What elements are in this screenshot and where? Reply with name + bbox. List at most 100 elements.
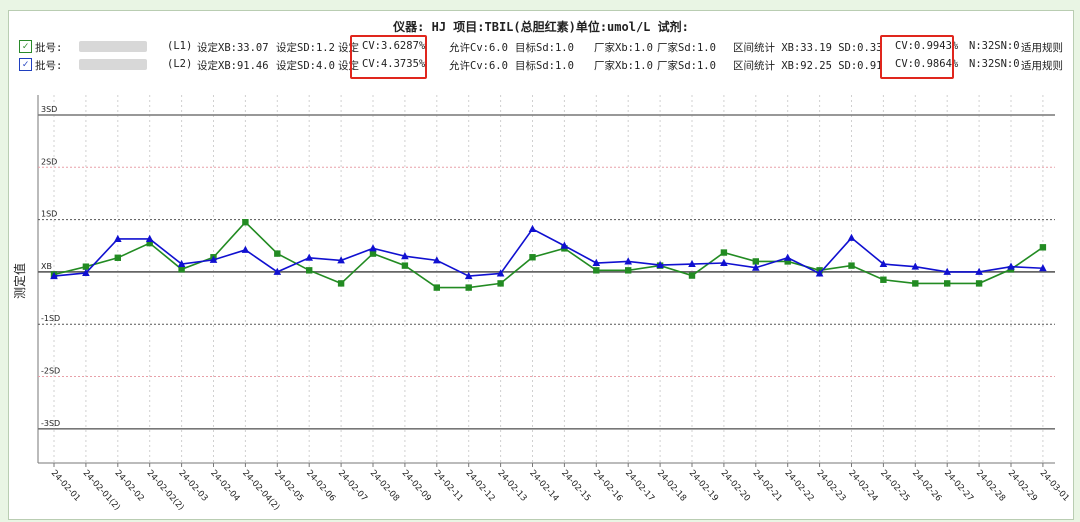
x-tick-label: 24-02-01 xyxy=(49,468,82,503)
point-l2 xyxy=(592,258,601,267)
l2-interval: 区间统计 XB:92.25 SD:0.91 xyxy=(733,60,883,72)
point-l2 xyxy=(815,269,824,277)
point-l2 xyxy=(177,259,186,268)
point-l1 xyxy=(146,239,153,247)
point-l1 xyxy=(593,267,600,274)
series-line-l1 xyxy=(53,221,1044,289)
point-l2 xyxy=(879,259,888,268)
point-l1 xyxy=(848,262,855,269)
point-l1 xyxy=(369,250,377,257)
l2-checkbox[interactable]: ✓ xyxy=(19,58,32,71)
sd-label: 2SD xyxy=(41,157,57,166)
point-l1 xyxy=(178,266,185,273)
l1-maker-xb: 厂家Xb:1.0 xyxy=(594,42,653,54)
l2-n-info: N:32SN:0 xyxy=(969,58,1020,70)
point-l1 xyxy=(465,284,472,291)
l1-set-sd: 设定SD:1.2 xyxy=(276,42,335,54)
l1-set-xb: 设定XB:33.07 xyxy=(197,42,269,54)
point-l2 xyxy=(82,268,90,276)
point-l2 xyxy=(241,245,250,253)
l1-batch-redacted xyxy=(79,41,147,52)
x-tick-label: 24-02-08 xyxy=(368,468,401,503)
x-tick-label: 24-02-13 xyxy=(495,468,528,503)
point-l1 xyxy=(433,284,440,291)
sd-label: XB xyxy=(41,262,52,271)
l2-target-sd: 目标Sd:1.0 xyxy=(515,60,574,72)
point-l2 xyxy=(624,257,632,265)
l2-maker-xb: 厂家Xb:1.0 xyxy=(594,60,653,72)
x-tick-label: 24-02-29 xyxy=(1006,468,1039,503)
l1-rule: 适用规则 xyxy=(1021,42,1063,54)
cv-highlight-box-left xyxy=(350,35,427,79)
l1-n-info: N:32SN:0 xyxy=(969,40,1020,52)
point-l2 xyxy=(656,260,664,269)
cv-highlight-box-right xyxy=(880,35,954,79)
point-l2 xyxy=(209,255,218,263)
x-tick-label: 24-02-21 xyxy=(751,468,784,503)
point-l1 xyxy=(880,276,887,283)
l2-batch-label: 批号: xyxy=(35,60,63,72)
x-tick-label: 24-03-01 xyxy=(1038,468,1071,503)
point-l2 xyxy=(433,256,441,264)
point-l2 xyxy=(528,224,537,233)
point-l1 xyxy=(1039,244,1047,251)
l1-checkbox[interactable]: ✓ xyxy=(19,40,32,53)
x-tick-label: 24-02-24 xyxy=(846,468,879,503)
x-tick-label: 24-02-04 xyxy=(208,468,241,503)
x-tick-label: 24-02-03 xyxy=(176,468,209,503)
y-axis-title: 测定值 xyxy=(12,263,27,299)
point-l2 xyxy=(145,234,154,242)
point-l1 xyxy=(529,254,536,261)
point-l1 xyxy=(720,249,728,256)
l2-allow-cv: 允许Cv:6.0 xyxy=(449,60,508,72)
point-l2 xyxy=(464,271,473,280)
point-l2 xyxy=(560,241,569,249)
l1-cv: CV:3.6287% xyxy=(362,40,426,52)
x-tick-label: 24-02-14 xyxy=(527,468,560,503)
point-l1 xyxy=(497,280,504,287)
point-l2 xyxy=(337,256,345,264)
point-l1 xyxy=(337,280,345,287)
point-l2 xyxy=(496,269,505,277)
sd-label: 3SD xyxy=(41,105,57,114)
x-tick-label: 24-02-19 xyxy=(687,468,720,503)
stat-row-l1: ✓ 批号: (L1) 设定XB:33.07 设定SD:1.2 设定 CV:3.6… xyxy=(19,39,1071,55)
point-l2 xyxy=(401,252,409,260)
sd-label: -1SD xyxy=(41,314,60,323)
x-tick-label: 24-02-28 xyxy=(974,468,1007,503)
point-l1 xyxy=(401,262,409,269)
x-tick-label: 24-02-16 xyxy=(591,468,624,503)
x-tick-label: 24-02-02 xyxy=(113,468,146,503)
l2-set-cv-label: 设定 xyxy=(338,60,359,72)
l2-set-xb: 设定XB:91.46 xyxy=(197,60,269,72)
x-tick-label: 24-02-27 xyxy=(942,468,975,503)
point-l2 xyxy=(273,267,282,275)
sd-label: -3SD xyxy=(41,419,60,428)
point-l1 xyxy=(975,280,983,287)
point-l1 xyxy=(752,258,759,265)
point-l2 xyxy=(783,253,792,261)
l1-interval-cv: CV:0.9943% xyxy=(895,40,959,52)
l2-interval-cv: CV:0.9864% xyxy=(895,58,959,70)
sd-label: -2SD xyxy=(41,367,60,376)
l2-batch-redacted xyxy=(79,59,147,70)
point-l2 xyxy=(305,253,313,261)
x-tick-label: 24-02-20 xyxy=(719,468,752,503)
l2-level: (L2) xyxy=(167,58,193,70)
point-l1 xyxy=(306,267,313,274)
sd-label: 1SD xyxy=(41,210,57,219)
x-tick-label: 24-02-23 xyxy=(814,468,847,503)
point-l2 xyxy=(752,263,760,271)
point-l1 xyxy=(784,258,791,265)
x-tick-label: 24-02-11 xyxy=(432,468,465,503)
x-tick-label: 24-02-18 xyxy=(655,468,688,503)
x-tick-label: 24-02-17 xyxy=(623,468,656,503)
l1-interval: 区间统计 XB:33.19 SD:0.33 xyxy=(733,42,883,54)
l2-set-sd: 设定SD:4.0 xyxy=(276,60,335,72)
l2-maker-sd: 厂家Sd:1.0 xyxy=(657,60,716,72)
point-l1 xyxy=(114,254,121,261)
point-l2 xyxy=(369,244,377,252)
x-tick-label: 24-02-15 xyxy=(559,468,592,503)
point-l1 xyxy=(912,280,919,287)
x-tick-label: 24-02-06 xyxy=(304,468,337,503)
